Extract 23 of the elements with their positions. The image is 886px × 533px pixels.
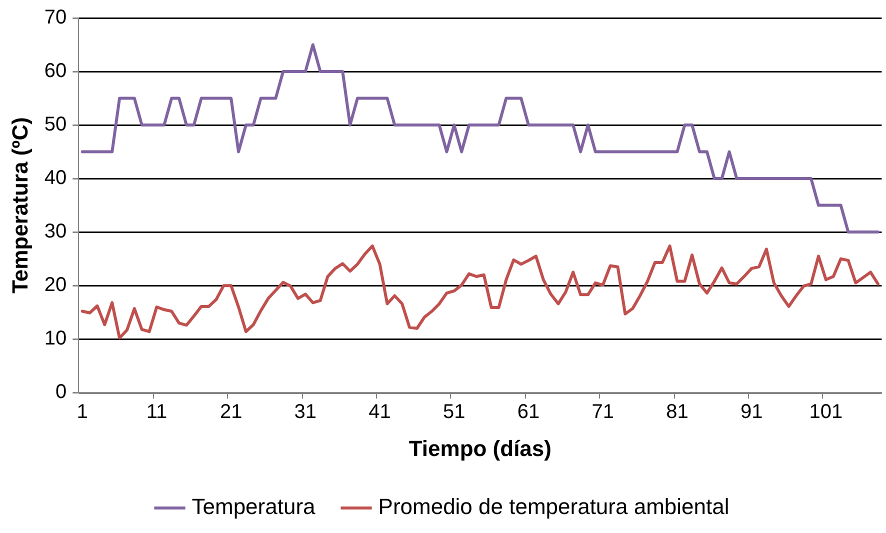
x-tick-label: 61 bbox=[517, 401, 540, 424]
y-tick-label: 20 bbox=[44, 274, 67, 296]
x-axis-title: Tiempo (días) bbox=[408, 436, 552, 461]
y-tick-label: 70 bbox=[44, 6, 67, 29]
legend-label: Promedio de temperatura ambiental bbox=[378, 494, 730, 520]
x-tick-label: 11 bbox=[146, 401, 168, 424]
x-tick-label: 41 bbox=[368, 401, 391, 424]
y-tick-label: 40 bbox=[44, 167, 67, 190]
y-axis-title: Temperatura (ºC) bbox=[7, 117, 32, 294]
x-tick-label: 101 bbox=[809, 401, 843, 424]
x-tick-label: 81 bbox=[666, 401, 688, 424]
y-tick-label: 60 bbox=[44, 60, 67, 82]
x-tick-label: 71 bbox=[592, 401, 614, 424]
x-tick-label: 31 bbox=[294, 401, 317, 424]
legend-label: Temperatura bbox=[192, 494, 316, 520]
x-tick-label: 91 bbox=[740, 401, 763, 424]
x-tick-label: 51 bbox=[443, 401, 466, 424]
x-tick-label: 21 bbox=[220, 401, 242, 424]
x-tick-label: 1 bbox=[76, 401, 88, 424]
y-tick-label: 10 bbox=[44, 328, 67, 350]
y-tick-label: 0 bbox=[56, 381, 67, 404]
y-tick-label: 50 bbox=[44, 114, 67, 136]
y-tick-label: 30 bbox=[44, 220, 67, 243]
